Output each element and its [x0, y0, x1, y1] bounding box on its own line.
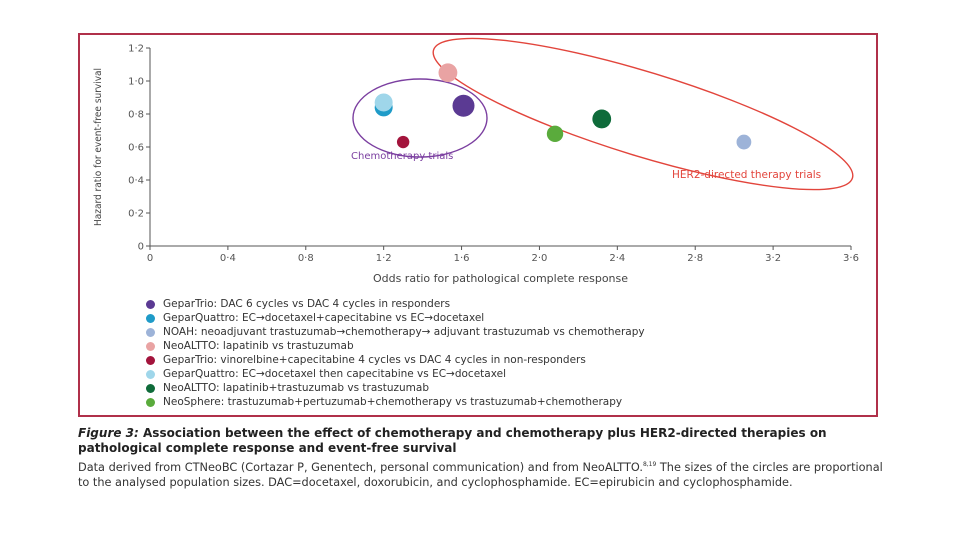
figure-frame [78, 33, 878, 417]
y-tick-label: 0 [138, 242, 144, 253]
figure-caption: Figure 3: Association between the effect… [78, 426, 888, 490]
caption-body: Data derived from CTNeoBC (Cortazar P, G… [78, 457, 888, 490]
legend-item: GeparTrio: DAC 6 cycles vs DAC 4 cycles … [146, 297, 866, 311]
x-axis-label: Odds ratio for pathological complete res… [373, 272, 628, 285]
figure-label: Figure 3: [78, 426, 139, 440]
x-tick-label: 3·6 [843, 253, 859, 264]
caption-title-text: Association between the effect of chemot… [78, 426, 827, 455]
caption-title: Figure 3: Association between the effect… [78, 426, 888, 456]
legend-item: GeparQuattro: EC→docetaxel+capecitabine … [146, 311, 866, 325]
data-point-7 [592, 109, 612, 129]
chart-points [374, 63, 752, 150]
y-tick-label: 1·2 [128, 44, 144, 55]
her2-trials-label: HER2-directed therapy trials [672, 169, 821, 181]
data-point-5 [396, 135, 410, 149]
legend-item: NeoSphere: trastuzumab+pertuzumab+chemot… [146, 395, 866, 409]
legend-label: GeparTrio: DAC 6 cycles vs DAC 4 cycles … [163, 298, 451, 310]
x-tick-label: 0 [147, 253, 153, 264]
data-point-6 [374, 93, 393, 112]
y-tick-label: 0·4 [128, 176, 144, 187]
legend-swatch [146, 313, 155, 323]
y-tick-label: 0·2 [128, 209, 144, 220]
x-tick-label: 0·8 [298, 253, 314, 264]
data-point-1 [452, 94, 475, 117]
x-tick-label: 0·4 [220, 253, 236, 264]
caption-body-2: The sizes of the circles are proportiona… [78, 460, 883, 489]
chemotherapy-trials-label: Chemotherapy trials [351, 151, 453, 162]
y-tick-label: 0·6 [128, 143, 144, 154]
legend-label: NeoALTTO: lapatinib vs trastuzumab [163, 340, 354, 352]
chemotherapy-trials-ellipse [352, 78, 488, 158]
chart-axes: 0 0·4 0·8 1·2 1·6 2·0 2·4 2·8 3·2 3·6 0 0·2 0·4 0·6 0·… [93, 44, 859, 286]
legend-item: NOAH: neoadjuvant trastuzumab→chemothera… [146, 325, 866, 339]
legend-label: NeoSphere: trastuzumab+pertuzumab+chemot… [163, 396, 623, 408]
y-tick-label: 1·0 [128, 77, 144, 88]
legend-label: GeparQuattro: EC→docetaxel then capecita… [163, 368, 506, 380]
trial-group-ellipses [352, 37, 854, 191]
legend-label: NOAH: neoadjuvant trastuzumab→chemothera… [163, 326, 645, 338]
legend-label: GeparQuattro: EC→docetaxel+capecitabine … [163, 312, 485, 324]
x-tick-label: 2·0 [531, 253, 547, 264]
x-tick-label: 2·4 [609, 253, 625, 264]
legend-item: NeoALTTO: lapatinib vs trastuzumab [146, 339, 866, 353]
legend-swatch [146, 327, 155, 337]
legend-item: GeparQuattro: EC→docetaxel then capecita… [146, 367, 866, 381]
y-tick-label: 0·8 [128, 110, 144, 121]
legend-swatch [146, 341, 155, 351]
x-tick-label: 1·2 [376, 253, 392, 264]
legend-swatch [146, 383, 155, 393]
legend-swatch [146, 299, 155, 309]
legend-label: NeoALTTO: lapatinib+trastuzumab vs trast… [163, 382, 430, 394]
caption-body-1: Data derived from CTNeoBC (Cortazar P, G… [78, 460, 643, 474]
her2-trials-ellipse [432, 37, 854, 191]
data-point-3 [736, 134, 752, 150]
data-point-4 [438, 63, 458, 83]
legend-item: GeparTrio: vinorelbine+capecitabine 4 cy… [146, 353, 866, 367]
y-axis-label: Hazard ratio for event-free survival [93, 68, 104, 226]
legend-swatch [146, 369, 155, 379]
x-tick-label: 1·6 [454, 253, 470, 264]
chart-labels: Chemotherapy trials HER2-directed therapy… [351, 151, 821, 181]
x-tick-label: 2·8 [687, 253, 703, 264]
legend-swatch [146, 355, 155, 365]
caption-refs: 8,19 [642, 461, 657, 468]
legend-label: GeparTrio: vinorelbine+capecitabine 4 cy… [163, 354, 586, 366]
legend-item: NeoALTTO: lapatinib+trastuzumab vs trast… [146, 381, 866, 395]
chart-legend: GeparTrio: DAC 6 cycles vs DAC 4 cycles … [146, 297, 866, 409]
legend-swatch [146, 397, 155, 407]
x-tick-label: 3·2 [765, 253, 781, 264]
data-point-8 [546, 125, 564, 142]
